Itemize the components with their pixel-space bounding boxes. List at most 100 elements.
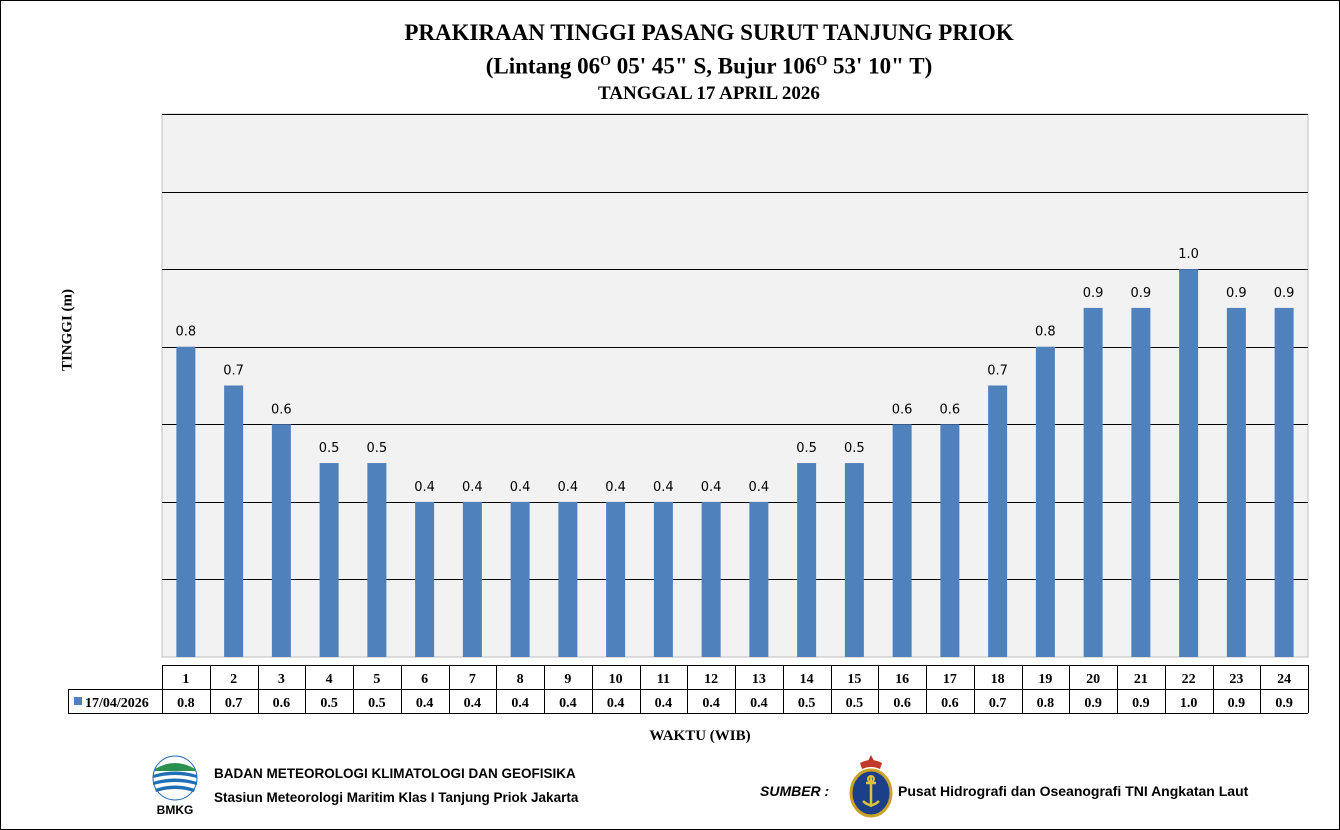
bar-hour-9 — [558, 501, 578, 657]
x-tick-label: 18 — [991, 672, 1005, 687]
pushidros-emblem-icon — [849, 755, 893, 818]
table-value: 1.0 — [1180, 696, 1198, 711]
table-value: 0.7 — [989, 696, 1007, 711]
table-value: 0.4 — [464, 696, 482, 711]
bar-hour-11 — [653, 501, 673, 657]
bar-hour-22 — [1179, 269, 1199, 657]
x-tick-label: 20 — [1086, 672, 1100, 687]
bar-hour-14 — [797, 463, 817, 657]
data-label: 0.9 — [1131, 286, 1152, 301]
data-label: 0.7 — [223, 364, 244, 379]
table-value: 0.5 — [368, 696, 386, 711]
data-label: 0.4 — [414, 480, 435, 495]
x-tick-label: 8 — [517, 672, 524, 687]
data-label: 0.5 — [367, 441, 388, 456]
data-label: 0.4 — [462, 480, 483, 495]
data-label: 0.5 — [844, 441, 865, 456]
x-tick-label: 23 — [1229, 672, 1243, 687]
x-tick-label: 21 — [1134, 672, 1148, 687]
data-label: 0.8 — [176, 325, 197, 340]
bar-hour-8 — [510, 501, 530, 657]
x-tick-label: 10 — [609, 672, 623, 687]
data-label: 0.4 — [558, 480, 579, 495]
data-label: 0.6 — [940, 402, 961, 417]
x-axis-label: WAKTU (WIB) — [649, 728, 751, 744]
table-value: 0.5 — [798, 696, 816, 711]
data-label: 0.5 — [796, 441, 817, 456]
plot-area — [161, 113, 1309, 658]
bar-hour-1 — [176, 346, 196, 657]
x-tick-label: 11 — [657, 672, 670, 687]
table-value: 0.5 — [320, 696, 338, 711]
x-tick-label: 14 — [800, 672, 814, 687]
table-value: 0.4 — [655, 696, 673, 711]
chart-subtitle-coordinates: (Lintang 06O 05' 45" S, Bujur 106O 53' 1… — [0, 47, 1340, 81]
bar-hour-10 — [606, 501, 626, 657]
x-tick-label: 1 — [182, 672, 189, 687]
table-value: 0.6 — [893, 696, 911, 711]
table-value: 0.4 — [702, 696, 720, 711]
chart-title: PRAKIRAAN TINGGI PASANG SURUT TANJUNG PR… — [404, 20, 1014, 45]
data-label: 0.5 — [319, 441, 340, 456]
y-axis-label: TINGGI (m) — [59, 288, 76, 372]
source-organization: Pusat Hidrografi dan Oseanografi TNI Ang… — [898, 783, 1249, 799]
table-value: 0.9 — [1275, 696, 1293, 711]
bar-hour-12 — [701, 501, 721, 657]
table-value: 0.4 — [750, 696, 768, 711]
x-tick-label: 15 — [847, 672, 861, 687]
bar-hour-13 — [749, 501, 769, 657]
table-value: 0.9 — [1132, 696, 1150, 711]
data-label: 0.4 — [510, 480, 531, 495]
x-tick-label: 19 — [1038, 672, 1052, 687]
data-label: 0.4 — [653, 480, 674, 495]
table-value: 0.7 — [225, 696, 243, 711]
x-tick-label: 13 — [752, 672, 766, 687]
legend-swatch — [74, 697, 82, 705]
legend-label: 17/04/2026 — [85, 696, 149, 711]
x-tick-label: 24 — [1277, 672, 1291, 687]
data-label: 0.9 — [1274, 286, 1295, 301]
bar-hour-6 — [415, 501, 435, 657]
x-tick-label: 6 — [421, 672, 428, 687]
data-label: 0.8 — [1035, 325, 1056, 340]
source-label: SUMBER : — [760, 783, 830, 799]
bar-hour-16 — [892, 424, 912, 657]
station-name: Stasiun Meteorologi Maritim Klas I Tanju… — [214, 790, 579, 805]
degree-symbol-lat: O — [600, 54, 612, 69]
table-value: 0.4 — [511, 696, 529, 711]
x-tick-label: 22 — [1182, 672, 1196, 687]
data-label: 0.9 — [1083, 286, 1104, 301]
table-value: 0.4 — [607, 696, 625, 711]
data-label: 0.4 — [701, 480, 722, 495]
data-label: 0.7 — [987, 364, 1008, 379]
table-value: 0.8 — [1037, 696, 1055, 711]
x-tick-label: 17 — [943, 672, 957, 687]
table-value: 0.5 — [846, 696, 864, 711]
data-label: 0.6 — [271, 402, 292, 417]
x-tick-label: 4 — [326, 672, 333, 687]
table-value: 0.6 — [273, 696, 291, 711]
bar-hour-17 — [940, 424, 960, 657]
table-value: 0.8 — [177, 696, 195, 711]
coord-lon-prefix: 05' 45" S, Bujur 106 — [611, 53, 817, 79]
coord-lon-suffix: 53' 10" T) — [827, 53, 933, 79]
table-value: 0.6 — [941, 696, 959, 711]
table-value: 0.4 — [559, 696, 577, 711]
bar-hour-23 — [1226, 307, 1246, 657]
organization-name: BADAN METEOROLOGI KLIMATOLOGI DAN GEOFIS… — [214, 766, 576, 781]
bar-hour-3 — [271, 424, 291, 657]
data-label: 0.4 — [749, 480, 770, 495]
coord-lat-prefix: (Lintang 06 — [485, 53, 601, 79]
table-value: 0.9 — [1228, 696, 1246, 711]
x-tick-label: 5 — [373, 672, 380, 687]
bar-hour-20 — [1083, 307, 1103, 657]
x-tick-label: 12 — [704, 672, 718, 687]
chart-title-block: PRAKIRAAN TINGGI PASANG SURUT TANJUNG PR… — [0, 18, 1340, 107]
x-tick-label: 2 — [230, 672, 237, 687]
x-tick-label: 9 — [564, 672, 571, 687]
chart-date: TANGGAL 17 APRIL 2026 — [598, 82, 820, 104]
table-value: 0.4 — [416, 696, 434, 711]
data-label: 0.6 — [892, 402, 913, 417]
data-label: 0.9 — [1226, 286, 1247, 301]
